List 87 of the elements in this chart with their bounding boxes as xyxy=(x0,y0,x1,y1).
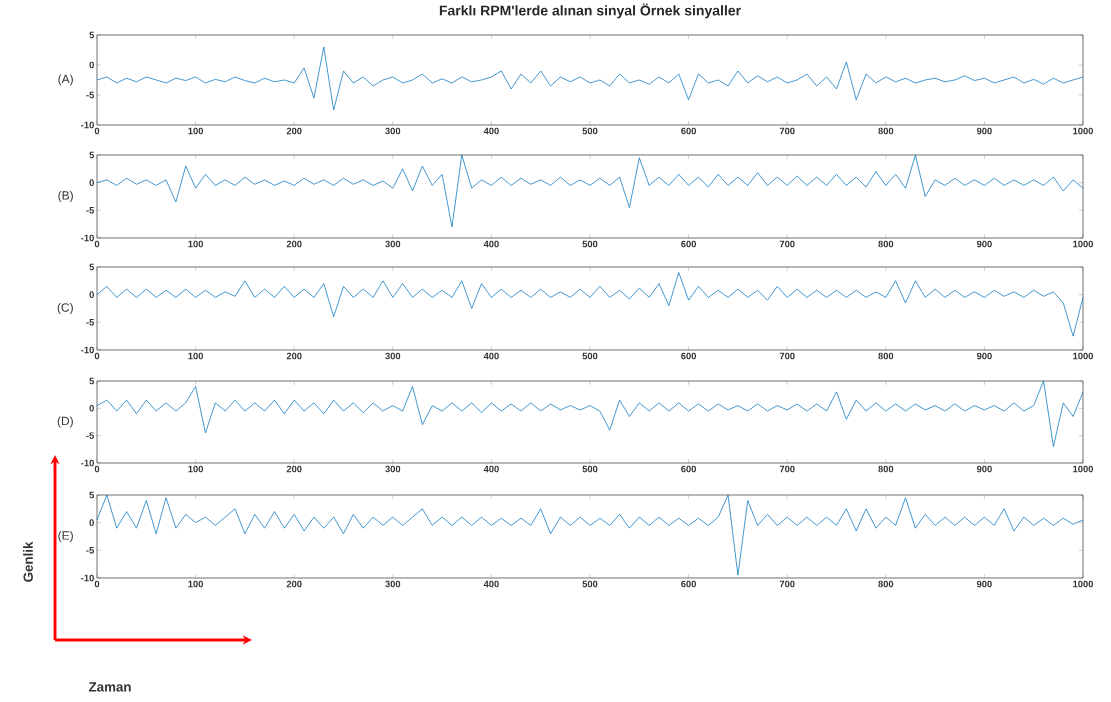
x-tick-label: 400 xyxy=(483,580,499,588)
y-tick-label: 0 xyxy=(89,179,94,186)
x-tick-label: 600 xyxy=(681,352,697,360)
y-tick-label: -5 xyxy=(86,91,95,99)
x-tick-label: 500 xyxy=(582,352,598,360)
x-tick-label: 600 xyxy=(681,580,696,588)
line-series xyxy=(96,272,1084,337)
y-tick-label: -5 xyxy=(86,547,95,554)
x-tick-label: 500 xyxy=(582,580,598,588)
x-tick-label: 900 xyxy=(976,240,992,248)
y-tick-label: -10 xyxy=(81,346,94,354)
y-tick-label: 5 xyxy=(89,491,95,499)
y-tick-label: 0 xyxy=(89,519,94,526)
y-tick-label: 5 xyxy=(89,151,95,159)
x-tick-label: 100 xyxy=(188,127,204,135)
x-tick-label: 700 xyxy=(779,127,795,135)
x-tick-label: 0 xyxy=(94,465,100,473)
x-tick-label: 200 xyxy=(286,352,302,360)
x-tick-label: 0 xyxy=(94,352,100,360)
x-tick-label: 900 xyxy=(976,127,992,135)
y-tick-label: 0 xyxy=(89,405,94,412)
x-tick-label: 700 xyxy=(779,240,795,248)
x-tick-label: 400 xyxy=(483,465,499,473)
line-series xyxy=(96,494,1084,576)
x-tick-label: 600 xyxy=(681,127,696,135)
x-tick-label: 400 xyxy=(483,352,499,360)
x-tick-label: 700 xyxy=(779,352,795,360)
x-tick-label: 200 xyxy=(286,465,302,473)
y-tick-label: 0 xyxy=(89,291,94,298)
x-tick-label: 300 xyxy=(385,240,401,248)
x-tick-label: 100 xyxy=(188,240,204,248)
y-axis-title: (E) xyxy=(58,530,73,543)
line-series xyxy=(96,380,1084,447)
x-tick-label: 400 xyxy=(483,240,499,248)
x-tick-label: 1000 xyxy=(1073,465,1093,473)
x-tick-label: 800 xyxy=(878,127,894,135)
x-tick-label: 0 xyxy=(94,580,100,588)
y-tick-label: -5 xyxy=(86,432,95,439)
x-tick-label: 100 xyxy=(188,465,204,473)
x-tick-label: 100 xyxy=(188,352,204,360)
x-tick-label: 300 xyxy=(385,580,401,588)
x-tick-label: 900 xyxy=(976,352,992,360)
text: Genlik xyxy=(23,541,33,582)
line-series xyxy=(96,154,1084,228)
x-tick-label: 200 xyxy=(286,127,302,135)
y-tick-label: -10 xyxy=(81,234,94,242)
x-tick-label: 1000 xyxy=(1073,240,1093,248)
x-tick-label: 200 xyxy=(286,580,302,588)
y-tick-label: -10 xyxy=(81,459,94,467)
x-tick-label: 800 xyxy=(878,352,894,360)
y-tick-label: 5 xyxy=(89,31,95,39)
y-axis-title: (D) xyxy=(57,416,73,428)
y-tick-label: -10 xyxy=(81,574,94,582)
x-tick-label: 800 xyxy=(878,240,894,248)
y-axis-title: (A) xyxy=(58,74,73,86)
x-tick-label: 500 xyxy=(582,127,598,135)
x-tick-label: 1000 xyxy=(1073,127,1093,135)
y-tick-label: -5 xyxy=(86,207,95,214)
x-tick-label: 400 xyxy=(483,127,499,135)
x-tick-label: 500 xyxy=(582,465,598,473)
x-tick-label: 100 xyxy=(188,580,204,588)
x-tick-label: 0 xyxy=(94,127,100,135)
x-tick-label: 200 xyxy=(286,240,302,248)
x-tick-label: 1000 xyxy=(1073,352,1093,360)
chart-title: Farklı RPM'lerde alınan sinyal Örnek sinyaller xyxy=(439,3,741,19)
x-tick-label: 300 xyxy=(385,352,401,360)
y-tick-label: 5 xyxy=(89,377,95,385)
x-tick-label: 900 xyxy=(976,465,992,473)
text: Zaman xyxy=(88,682,131,692)
x-tick-label: 900 xyxy=(976,580,992,588)
x-tick-label: 700 xyxy=(779,580,795,588)
y-tick-label: -10 xyxy=(81,121,94,129)
x-tick-label: 300 xyxy=(385,465,401,473)
x-tick-label: 600 xyxy=(681,465,697,473)
x-tick-label: 600 xyxy=(681,240,696,248)
x-tick-label: 1000 xyxy=(1073,580,1093,588)
x-tick-label: 0 xyxy=(94,240,100,248)
x-tick-label: 800 xyxy=(878,465,894,473)
y-tick-label: -5 xyxy=(86,319,95,326)
x-tick-label: 700 xyxy=(779,465,795,473)
y-axis-title: (B) xyxy=(58,190,73,203)
x-tick-label: 300 xyxy=(385,127,401,135)
x-tick-label: 800 xyxy=(878,580,894,588)
x-tick-label: 500 xyxy=(582,240,598,248)
y-tick-label: 5 xyxy=(89,263,95,271)
y-tick-label: 0 xyxy=(89,61,94,69)
y-axis-title: (C) xyxy=(57,302,73,315)
